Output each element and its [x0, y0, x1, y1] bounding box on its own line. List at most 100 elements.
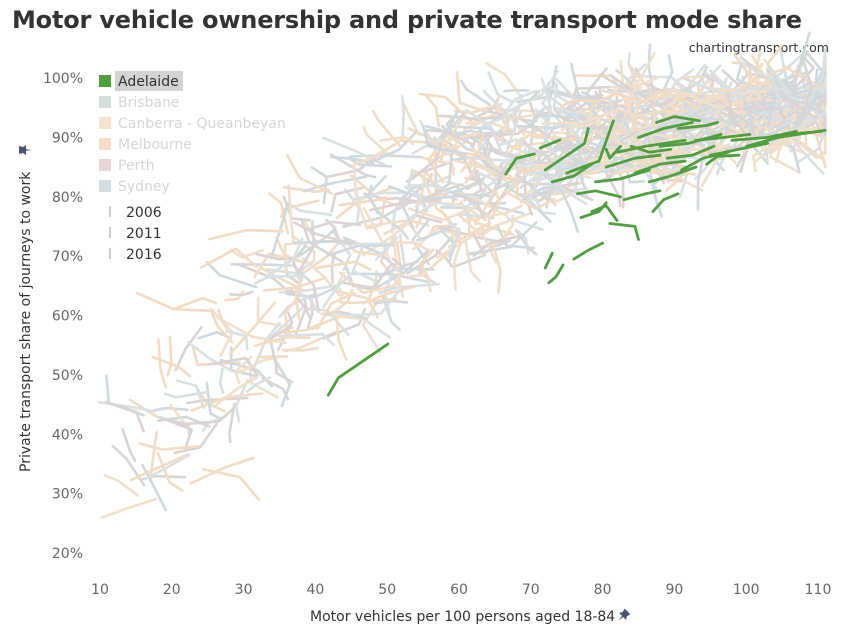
adelaide-line[interactable] — [622, 189, 662, 202]
background-city-line — [735, 89, 775, 126]
background-city-line — [253, 274, 307, 285]
background-city-line — [407, 168, 429, 213]
adelaide-line[interactable] — [326, 342, 390, 397]
legend-item-brisbane[interactable]: Brisbane — [99, 95, 180, 111]
background-city-line — [777, 127, 827, 132]
background-city-line — [253, 335, 311, 348]
background-city-line — [121, 427, 137, 463]
background-city-line — [414, 172, 427, 208]
adelaide-line[interactable] — [773, 129, 823, 139]
adelaide-line[interactable] — [655, 115, 701, 124]
background-city-line — [454, 232, 487, 268]
background-city-line — [532, 154, 579, 183]
background-city-line — [329, 288, 354, 316]
background-city-line — [566, 123, 585, 148]
background-city-line — [662, 54, 674, 92]
legend-item-perth[interactable]: Perth — [99, 158, 155, 174]
background-city-line — [104, 400, 145, 433]
adelaide-line[interactable] — [604, 153, 662, 169]
adelaide-line[interactable] — [708, 141, 770, 157]
pin-icon[interactable] — [615, 608, 631, 624]
background-city-line — [482, 90, 510, 128]
background-city-line — [493, 161, 524, 191]
legend-item-canberra-queanbeyan[interactable]: Canberra - Queanbeyan — [99, 116, 286, 132]
adelaide-line[interactable] — [629, 144, 673, 154]
adelaide-line[interactable] — [633, 159, 687, 175]
background-city-line — [677, 65, 709, 96]
background-city-line — [229, 290, 254, 297]
background-city-line — [790, 55, 815, 93]
background-city-line — [174, 325, 203, 372]
background-city-line — [174, 296, 218, 310]
background-city-line — [212, 375, 259, 408]
adelaide-line[interactable] — [543, 127, 590, 172]
background-city-line — [505, 162, 552, 174]
adelaide-line[interactable] — [572, 241, 604, 261]
background-city-line — [435, 249, 454, 268]
background-city-line — [406, 227, 461, 275]
background-city-line — [507, 141, 556, 156]
adelaide-line[interactable] — [615, 138, 687, 154]
background-city-line — [389, 242, 403, 293]
background-city-line — [452, 262, 457, 292]
legend-item-melbourne[interactable]: Melbourne — [99, 137, 192, 153]
y-axis-label: Private transport share of journeys to w… — [18, 171, 34, 472]
pin-icon[interactable] — [19, 145, 32, 155]
adelaide-line[interactable] — [676, 121, 719, 130]
background-city-line — [277, 311, 294, 351]
background-city-line — [329, 153, 377, 179]
legend-year-2006[interactable]: 2006 — [109, 205, 162, 221]
background-city-line — [278, 332, 336, 347]
adelaide-line[interactable] — [547, 263, 565, 285]
background-city-line — [664, 147, 683, 192]
background-city-line — [302, 175, 368, 193]
adelaide-line[interactable] — [658, 132, 723, 148]
background-city-line — [138, 442, 200, 451]
background-city-line — [287, 184, 295, 245]
background-city-line — [135, 291, 215, 313]
adelaide-line[interactable] — [594, 168, 651, 184]
background-city-line — [419, 248, 435, 282]
adelaide-line[interactable] — [576, 189, 622, 199]
legend-year-2016[interactable]: 2016 — [109, 247, 162, 263]
adelaide-line[interactable] — [604, 144, 622, 160]
adelaide-line[interactable] — [651, 192, 680, 214]
background-city-line — [361, 284, 417, 305]
adelaide-line[interactable] — [730, 129, 798, 142]
legend-label: Adelaide — [118, 74, 179, 90]
legend-year-2011[interactable]: 2011 — [109, 226, 162, 242]
adelaide-line[interactable] — [590, 204, 619, 222]
background-city-line — [255, 252, 295, 261]
background-city-line — [352, 151, 386, 197]
x-tick-label: 60 — [450, 582, 468, 598]
adelaide-line[interactable] — [538, 138, 562, 150]
background-city-line — [440, 131, 481, 144]
legend-item-adelaide[interactable]: Adelaide — [99, 71, 183, 91]
adelaide-line[interactable] — [504, 152, 536, 176]
background-city-line — [380, 293, 402, 332]
adelaide-line[interactable] — [565, 119, 615, 175]
background-city-line — [380, 213, 410, 240]
background-city-line — [409, 200, 457, 219]
background-city-line — [594, 129, 648, 162]
background-city-line — [103, 474, 139, 497]
background-city-line — [326, 243, 396, 257]
x-tick-label: 100 — [733, 582, 760, 598]
adelaide-line[interactable] — [665, 144, 716, 160]
adelaide-line[interactable] — [543, 251, 554, 270]
background-city-line — [267, 192, 290, 235]
background-city-line — [653, 141, 694, 165]
adelaide-line[interactable] — [647, 165, 698, 184]
background-city-line — [207, 228, 284, 241]
adelaide-line[interactable] — [608, 222, 640, 241]
legend-item-sydney[interactable]: Sydney — [99, 179, 170, 195]
adelaide-line[interactable] — [705, 153, 741, 166]
background-city-line — [400, 95, 406, 139]
background-city-line — [353, 191, 406, 201]
adelaide-line[interactable] — [694, 132, 752, 142]
source-credit[interactable]: chartingtransport.com — [688, 40, 829, 55]
background-city-line — [205, 260, 258, 289]
adelaide-line[interactable] — [637, 121, 694, 139]
adelaide-line[interactable] — [550, 162, 594, 184]
background-city-line — [623, 76, 659, 107]
